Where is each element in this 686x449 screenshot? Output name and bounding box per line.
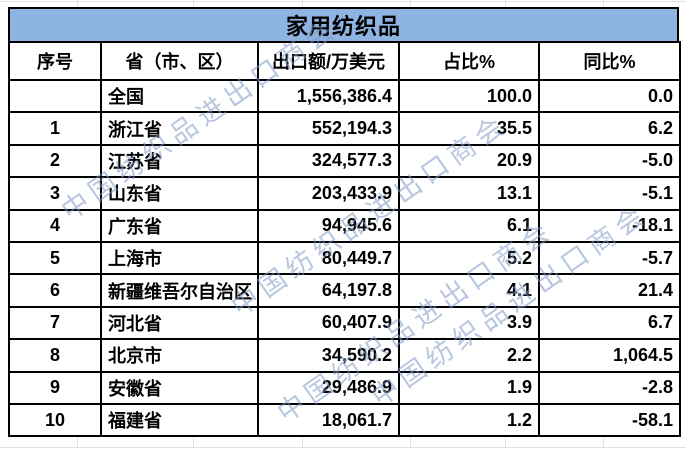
cell-yoy: 1,064.5 (538, 338, 681, 373)
cell-rank: 9 (8, 370, 102, 405)
cell-region: 新疆维吾尔自治区 (100, 273, 259, 308)
cell-rank (8, 78, 102, 114)
cell-region: 上海市 (100, 240, 259, 276)
table-row: 8 北京市 34,590.2 2.2 1,064.5 (8, 338, 681, 373)
gridline (603, 0, 604, 7)
cell-rank: 8 (8, 338, 102, 373)
cell-yoy: 21.4 (538, 273, 681, 308)
table-title: 家用纺织品 (8, 7, 679, 43)
cell-yoy: -2.8 (538, 370, 681, 405)
gridline (410, 437, 411, 449)
table-row: 3 山东省 203,433.9 13.1 -5.1 (8, 176, 681, 211)
cell-rank: 3 (8, 176, 102, 211)
cell-export: 18,061.7 (257, 402, 400, 438)
cell-region: 广东省 (100, 208, 259, 243)
cell-rank: 5 (8, 240, 102, 276)
cell-share: 20.9 (398, 143, 540, 179)
data-table: 序号 省（市、区） 出口额/万美元 占比% 同比% 全国 1,556,386.4… (8, 41, 681, 438)
table-row: 10 福建省 18,061.7 1.2 -58.1 (8, 402, 681, 438)
table-row: 1 浙江省 552,194.3 35.5 6.2 (8, 111, 681, 146)
cell-yoy: -18.1 (538, 208, 681, 243)
cell-export: 552,194.3 (257, 111, 400, 146)
cell-rank: 6 (8, 273, 102, 308)
cell-export: 324,577.3 (257, 143, 400, 179)
table-row: 6 新疆维吾尔自治区 64,197.8 4.1 21.4 (8, 273, 681, 308)
household-textiles-table: 家用纺织品 序号 省（市、区） 出口额/万美元 占比% 同比% 全国 1,556… (8, 7, 681, 438)
cell-region: 福建省 (100, 402, 259, 438)
gridline (302, 437, 303, 449)
cell-rank: 1 (8, 111, 102, 146)
cell-rank: 2 (8, 143, 102, 179)
cell-rank: 10 (8, 402, 102, 438)
cell-export: 203,433.9 (257, 176, 400, 211)
cell-rank: 4 (8, 208, 102, 243)
cell-export: 94,945.6 (257, 208, 400, 243)
cell-yoy: 6.2 (538, 111, 681, 146)
cell-share: 1.9 (398, 370, 540, 405)
col-header-yoy: 同比% (538, 41, 681, 81)
cell-yoy: -5.7 (538, 240, 681, 276)
cell-share: 5.2 (398, 240, 540, 276)
cell-share: 6.1 (398, 208, 540, 243)
table-row: 9 安徽省 29,486.9 1.9 -2.8 (8, 370, 681, 405)
gridline (0, 1, 686, 2)
cell-region: 河北省 (100, 305, 259, 341)
col-header-rank: 序号 (8, 41, 102, 81)
gridline (302, 0, 303, 7)
cell-share: 4.1 (398, 273, 540, 308)
cell-export: 34,590.2 (257, 338, 400, 373)
col-header-region: 省（市、区） (100, 41, 259, 81)
gridline (77, 437, 78, 449)
cell-share: 35.5 (398, 111, 540, 146)
cell-yoy: 0.0 (538, 78, 681, 114)
gridline (0, 447, 686, 448)
cell-share: 100.0 (398, 78, 540, 114)
cell-export: 29,486.9 (257, 370, 400, 405)
table-row: 5 上海市 80,449.7 5.2 -5.7 (8, 240, 681, 276)
gridline (505, 0, 506, 7)
gridline (505, 437, 506, 449)
cell-export: 64,197.8 (257, 273, 400, 308)
cell-region: 北京市 (100, 338, 259, 373)
table-row: 全国 1,556,386.4 100.0 0.0 (8, 78, 681, 114)
cell-yoy: 6.7 (538, 305, 681, 341)
cell-export: 1,556,386.4 (257, 78, 400, 114)
cell-region: 浙江省 (100, 111, 259, 146)
cell-export: 80,449.7 (257, 240, 400, 276)
cell-rank: 7 (8, 305, 102, 341)
cell-yoy: -5.1 (538, 176, 681, 211)
cell-region: 安徽省 (100, 370, 259, 405)
cell-yoy: -58.1 (538, 402, 681, 438)
table-row: 4 广东省 94,945.6 6.1 -18.1 (8, 208, 681, 243)
gridline (193, 437, 194, 449)
header-row: 序号 省（市、区） 出口额/万美元 占比% 同比% (8, 41, 681, 81)
table-row: 7 河北省 60,407.9 3.9 6.7 (8, 305, 681, 341)
col-header-export: 出口额/万美元 (257, 41, 400, 81)
cell-region: 江苏省 (100, 143, 259, 179)
table-row: 2 江苏省 324,577.3 20.9 -5.0 (8, 143, 681, 179)
gridline (193, 0, 194, 7)
cell-share: 3.9 (398, 305, 540, 341)
gridline (410, 0, 411, 7)
cell-yoy: -5.0 (538, 143, 681, 179)
col-header-share: 占比% (398, 41, 540, 81)
cell-region: 全国 (100, 78, 259, 114)
gridline (603, 437, 604, 449)
gridline (77, 0, 78, 7)
cell-share: 1.2 (398, 402, 540, 438)
cell-region: 山东省 (100, 176, 259, 211)
cell-share: 13.1 (398, 176, 540, 211)
cell-share: 2.2 (398, 338, 540, 373)
cell-export: 60,407.9 (257, 305, 400, 341)
